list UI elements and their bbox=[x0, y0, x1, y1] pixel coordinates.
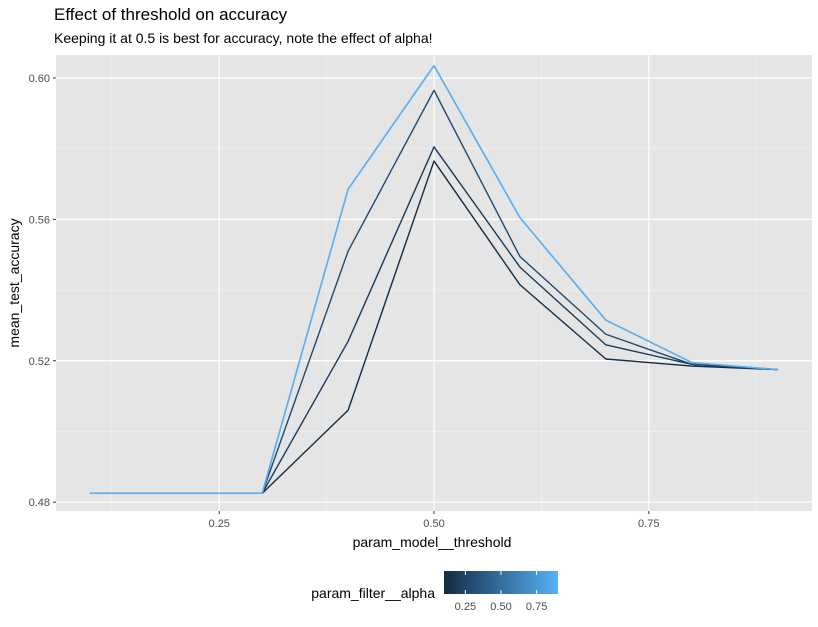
legend-ticks: 0.25 0.50 0.75 bbox=[455, 571, 547, 613]
chart-subtitle: Keeping it at 0.5 is best for accuracy, … bbox=[54, 30, 433, 46]
y-tick-label: 0.60 bbox=[29, 73, 50, 85]
legend-title: param_filter__alpha bbox=[311, 585, 435, 601]
x-tick-label: 0.50 bbox=[423, 518, 444, 530]
series-line-alpha-0.9 bbox=[90, 64, 778, 495]
series-lines bbox=[90, 64, 778, 495]
legend: param_filter__alpha 0.25 0.50 0.75 bbox=[311, 571, 558, 613]
legend-tick-label: 0.25 bbox=[455, 601, 476, 613]
chart-title: Effect of threshold on accuracy bbox=[54, 5, 288, 24]
legend-tick-label: 0.75 bbox=[526, 601, 547, 613]
major-gridlines bbox=[56, 55, 812, 511]
legend-colorbar bbox=[444, 571, 558, 594]
y-tick-label: 0.48 bbox=[29, 497, 50, 509]
x-tick-label: 0.75 bbox=[638, 518, 659, 530]
x-axis-title: param_model__threshold bbox=[353, 534, 512, 550]
legend-tick-label: 0.50 bbox=[490, 601, 511, 613]
y-axis: 0.48 0.52 0.56 0.60 bbox=[29, 73, 56, 509]
x-tick-label: 0.25 bbox=[209, 518, 230, 530]
y-tick-label: 0.56 bbox=[29, 214, 50, 226]
y-tick-label: 0.52 bbox=[29, 356, 50, 368]
x-axis: 0.25 0.50 0.75 bbox=[209, 511, 659, 530]
y-axis-title: mean_test_accuracy bbox=[6, 218, 22, 347]
